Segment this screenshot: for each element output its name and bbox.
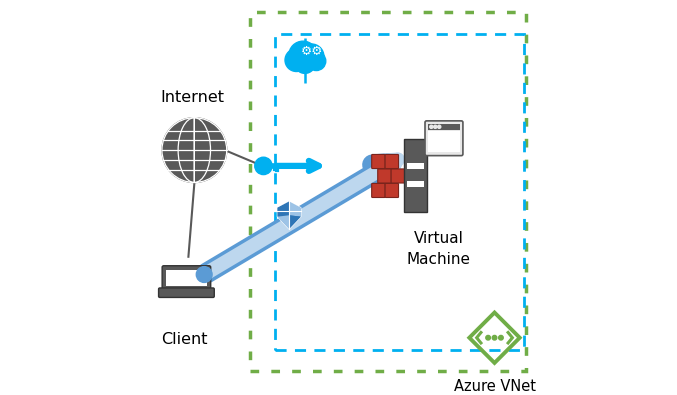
Bar: [166, 271, 206, 286]
FancyBboxPatch shape: [158, 288, 215, 297]
Circle shape: [299, 44, 324, 69]
Circle shape: [285, 49, 308, 71]
Polygon shape: [278, 201, 301, 229]
FancyBboxPatch shape: [372, 183, 385, 198]
FancyBboxPatch shape: [391, 169, 405, 183]
Text: Client: Client: [161, 332, 208, 347]
Text: Internet: Internet: [160, 90, 224, 105]
Polygon shape: [289, 215, 301, 229]
Circle shape: [307, 52, 326, 71]
Circle shape: [434, 125, 437, 128]
Circle shape: [289, 41, 318, 70]
Circle shape: [499, 335, 503, 340]
FancyBboxPatch shape: [385, 183, 399, 198]
FancyBboxPatch shape: [378, 169, 391, 183]
Circle shape: [492, 335, 497, 340]
Bar: [276, 34, 524, 350]
Bar: [408, 181, 424, 187]
Circle shape: [486, 335, 490, 340]
Circle shape: [162, 118, 227, 182]
Circle shape: [437, 125, 441, 128]
Circle shape: [255, 157, 272, 175]
Circle shape: [430, 125, 433, 128]
Bar: [428, 131, 460, 152]
Bar: [428, 124, 460, 130]
FancyBboxPatch shape: [385, 154, 399, 169]
Bar: [250, 12, 526, 371]
Text: Virtual
Machine: Virtual Machine: [406, 231, 471, 267]
Text: ⚙⚙: ⚙⚙: [301, 45, 324, 58]
Bar: [404, 139, 427, 213]
FancyBboxPatch shape: [372, 154, 385, 169]
Circle shape: [196, 267, 212, 282]
Polygon shape: [289, 201, 301, 216]
FancyBboxPatch shape: [425, 121, 463, 156]
FancyBboxPatch shape: [162, 266, 211, 291]
Circle shape: [294, 53, 315, 73]
Bar: [408, 163, 424, 169]
Polygon shape: [278, 215, 289, 229]
Text: Azure VNet: Azure VNet: [454, 379, 536, 394]
Polygon shape: [278, 201, 289, 216]
